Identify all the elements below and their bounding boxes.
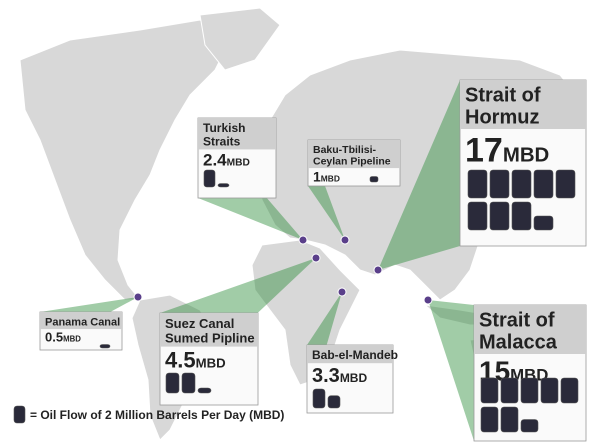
callout-header <box>460 80 586 129</box>
oil-barrel <box>467 169 488 199</box>
callout-title: Malacca <box>479 332 558 354</box>
greenland <box>199 7 281 71</box>
legend-suffix: Million Barrels Per Day (MBD) <box>115 408 284 422</box>
callout-title: Bab-el-Mandeb <box>312 348 398 362</box>
callout-header <box>474 305 586 354</box>
oil-barrel <box>480 406 499 433</box>
value-number: 0.5 <box>45 329 63 344</box>
callout-value: 3.3MBD <box>312 365 367 387</box>
callout-value: 2.4MBD <box>203 151 250 170</box>
callout-title: Turkish <box>203 121 245 135</box>
callouts: TurkishStraits2.4MBDBaku-Tbilisi-Ceylan … <box>39 79 587 442</box>
callout-title: Baku-Tbilisi- <box>313 144 377 156</box>
oil-barrel <box>560 377 579 404</box>
value-unit: MBD <box>510 366 548 385</box>
callout-title: Straits <box>203 134 241 148</box>
value-number: 2.4 <box>203 151 227 170</box>
value-number: 17 <box>465 131 503 169</box>
oil-barrel <box>181 372 196 394</box>
callout-title: Strait of <box>465 85 541 107</box>
value-number: 4.5 <box>165 348 196 373</box>
callout-header <box>198 118 276 150</box>
oil-barrel <box>197 387 212 394</box>
oil-barrel <box>467 201 488 231</box>
oil-barrel <box>511 201 532 231</box>
chokepoint-dot <box>373 265 383 275</box>
oil-barrel <box>540 377 559 404</box>
oil-barrel <box>217 183 230 188</box>
legend: = Oil Flow of 2 Million Barrels Per Day … <box>13 405 284 424</box>
value-number: 3.3 <box>312 365 340 387</box>
oil-barrel <box>500 377 519 404</box>
oil-barrel <box>533 215 554 231</box>
oil-barrel <box>520 377 539 404</box>
value-unit: MBD <box>63 334 81 343</box>
value-unit: MBD <box>196 356 226 371</box>
callout-value: 4.5MBD <box>165 348 226 373</box>
callout-value: 1MBD <box>313 168 340 184</box>
oil-barrel <box>500 406 519 433</box>
oil-barrel <box>327 395 341 409</box>
legend-prefix: = Oil Flow of <box>30 408 103 422</box>
oil-barrel <box>165 372 180 394</box>
oil-barrel <box>511 169 532 199</box>
callout-value: 0.5MBD <box>45 329 81 344</box>
oil-barrel <box>369 176 379 183</box>
callout-title: Strait of <box>479 310 555 332</box>
oil-barrel <box>533 169 554 199</box>
callout-header <box>40 312 122 330</box>
oil-barrel <box>489 201 510 231</box>
value-unit: MBD <box>503 144 549 166</box>
callout-title: Hormuz <box>465 107 539 129</box>
value-unit: MBD <box>321 173 340 183</box>
legend-text: = Oil Flow of 2 Million Barrels Per Day … <box>30 408 284 422</box>
callout-header <box>308 140 400 169</box>
chokepoint-dot <box>337 287 347 297</box>
chokepoint-dot <box>340 235 350 245</box>
oil-barrel <box>520 419 539 433</box>
oil-barrel <box>480 377 499 404</box>
value-unit: MBD <box>340 371 368 385</box>
callout-title: Sumed Pipline <box>165 330 255 345</box>
oil-barrel <box>489 169 510 199</box>
callout: Bab-el-Mandeb 3.3MBD <box>306 344 398 414</box>
oil-barrel <box>99 344 111 349</box>
oil-barrel <box>203 169 216 188</box>
callout-title: Suez Canal <box>165 316 234 331</box>
value-unit: MBD <box>227 158 250 169</box>
chokepoint-dot <box>423 295 433 305</box>
oil-barrel <box>312 388 326 409</box>
callout-header <box>307 345 393 364</box>
callout-title: Ceylan Pipeline <box>313 155 391 167</box>
legend-barrel <box>13 405 26 424</box>
callout-value: 17MBD <box>465 131 549 169</box>
chokepoint-dot <box>311 253 321 263</box>
callout-header <box>160 313 258 347</box>
legend-value: 2 <box>105 408 112 422</box>
callout-title: Panama Canal <box>45 316 120 328</box>
chokepoint-dot <box>298 235 308 245</box>
chokepoint-dot <box>133 292 143 302</box>
oil-barrel <box>555 169 576 199</box>
value-number: 1 <box>313 168 321 184</box>
